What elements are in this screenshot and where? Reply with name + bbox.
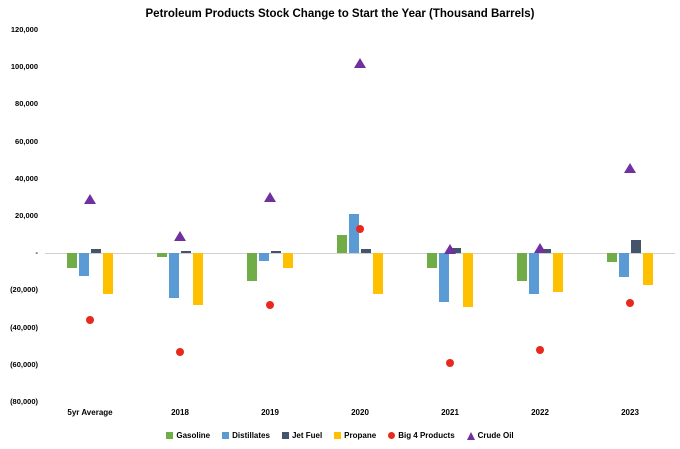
bar-distillates [259,253,269,261]
bar-gasoline [427,253,437,269]
bar-propane [553,253,563,293]
zero-axis-line [45,253,675,255]
marker-crude-oil [624,162,636,173]
legend-label: Distillates [232,431,270,440]
legend-label: Big 4 Products [398,431,455,440]
y-tick-label: (20,000) [10,285,38,295]
bar-distillates [169,253,179,298]
y-tick-label: 20,000 [15,211,38,220]
bar-jet-fuel [181,251,191,254]
marker-big-4-products [266,301,274,310]
legend-label: Propane [344,431,377,440]
legend: Gasoline Distillates Jet Fuel Propane Big 4 … [0,431,680,440]
y-tick-label: (80,000) [10,397,38,406]
bar-propane [283,253,293,269]
bar-jet-fuel [631,240,641,254]
legend-square-swatch [281,432,289,439]
category-label: 2022 [531,408,549,417]
category-label: 2019 [261,408,279,417]
legend-label: Crude Oil [477,431,514,440]
bar-propane [463,253,473,308]
bar-propane [643,253,653,285]
legend-item-propane: Propane [334,431,376,440]
bar-jet-fuel [361,249,371,254]
category-label: 2020 [351,408,369,417]
bar-propane [373,253,383,295]
marker-crude-oil [354,58,366,69]
legend-label: Jet Fuel [291,431,323,440]
legend-label: Gasoline [176,431,211,440]
bar-gasoline [67,253,77,269]
legend-item-crude-oil: Crude Oil [466,431,514,440]
marker-big-4-products [446,358,454,367]
marker-big-4-products [536,345,544,354]
marker-crude-oil [264,192,276,203]
bar-gasoline [247,253,257,282]
marker-big-4-products [626,299,634,308]
legend-item-jet-fuel: Jet Fuel [281,431,323,440]
bar-jet-fuel [271,251,281,254]
legend-item-distillates: Distillates [222,431,270,440]
marker-big-4-products [86,316,94,325]
marker-crude-oil [174,231,186,242]
marker-big-4-products [356,225,364,234]
category-label: 2021 [441,408,459,417]
category-label: 5yr Average [67,408,113,417]
legend-circle-swatch [388,432,396,439]
bar-jet-fuel [541,249,551,254]
marker-crude-oil [84,194,96,205]
bar-gasoline [157,253,167,257]
marker-crude-oil [444,244,456,255]
bar-distillates [439,253,449,302]
bar-distillates [349,214,359,254]
y-tick-label: 60,000 [15,136,38,146]
y-tick-label: 100,000 [10,62,38,72]
bar-propane [193,253,203,306]
legend-item-gasoline: Gasoline [166,431,210,440]
bar-propane [103,253,113,295]
legend-triangle-swatch [466,431,475,440]
legend-square-swatch [222,432,230,439]
category-label: 2023 [621,408,639,417]
bar-gasoline [607,253,617,263]
bar-distillates [529,253,539,295]
bar-jet-fuel [91,249,101,254]
y-tick-label: (40,000) [10,322,38,332]
y-tick-label: (60,000) [10,359,38,369]
legend-square-swatch [166,432,174,439]
marker-crude-oil [534,242,546,253]
bar-distillates [79,253,89,276]
bar-gasoline [517,253,527,282]
bar-distillates [619,253,629,278]
bar-gasoline [337,234,347,254]
y-tick-label: 80,000 [15,99,38,109]
category-label: 2018 [171,408,189,417]
marker-big-4-products [176,347,184,356]
y-tick-label: - [35,248,39,258]
legend-square-swatch [334,432,342,439]
plot-area [45,30,675,402]
y-tick-label: 40,000 [15,173,38,183]
y-tick-label: 120,000 [10,25,38,34]
chart-title: Petroleum Products Stock Change to Start… [145,8,535,20]
legend-item-big-4-products: Big 4 Products [388,431,455,440]
bar-jet-fuel [451,247,461,254]
